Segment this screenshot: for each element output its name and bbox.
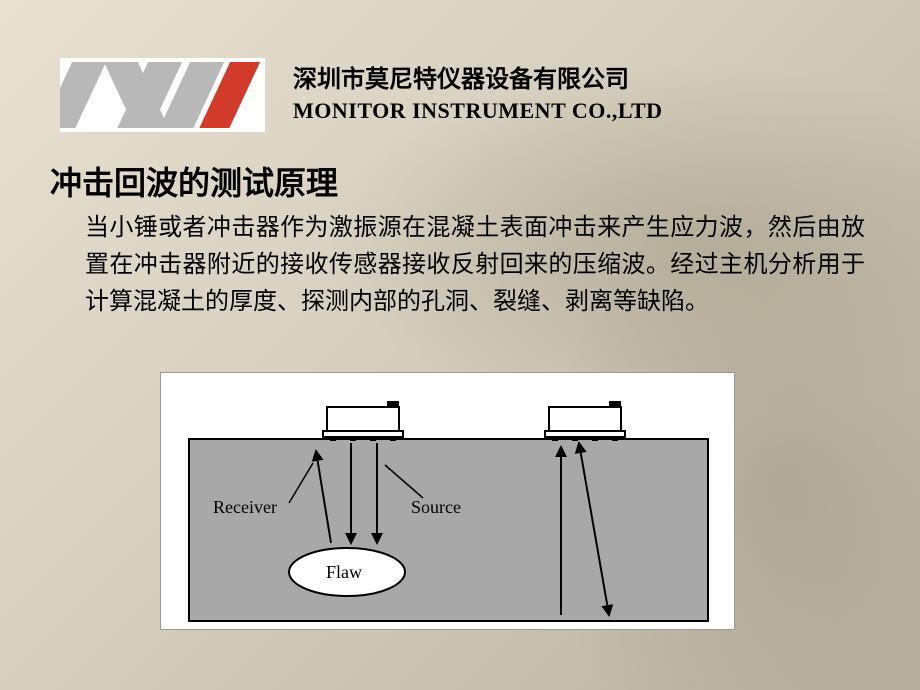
impact-echo-diagram: Receiver Source Flaw <box>160 372 735 630</box>
svg-text:Flaw: Flaw <box>326 562 362 582</box>
header: 深圳市莫尼特仪器设备有限公司 MONITOR INSTRUMENT CO.,LT… <box>60 58 663 132</box>
body-paragraph: 当小锤或者冲击器作为激振源在混凝土表面冲击来产生应力波，然后由放置在冲击器附近的… <box>85 210 865 322</box>
diagram-svg: Receiver Source Flaw <box>161 373 736 631</box>
svg-text:Receiver: Receiver <box>213 497 277 517</box>
company-name-block: 深圳市莫尼特仪器设备有限公司 MONITOR INSTRUMENT CO.,LT… <box>293 64 663 126</box>
svg-text:Source: Source <box>411 497 461 517</box>
company-name-en: MONITOR INSTRUMENT CO.,LTD <box>293 96 663 126</box>
company-name-cn: 深圳市莫尼特仪器设备有限公司 <box>293 64 663 96</box>
section-title: 冲击回波的测试原理 <box>50 158 338 204</box>
logo-svg <box>60 58 265 132</box>
company-logo <box>60 58 265 132</box>
